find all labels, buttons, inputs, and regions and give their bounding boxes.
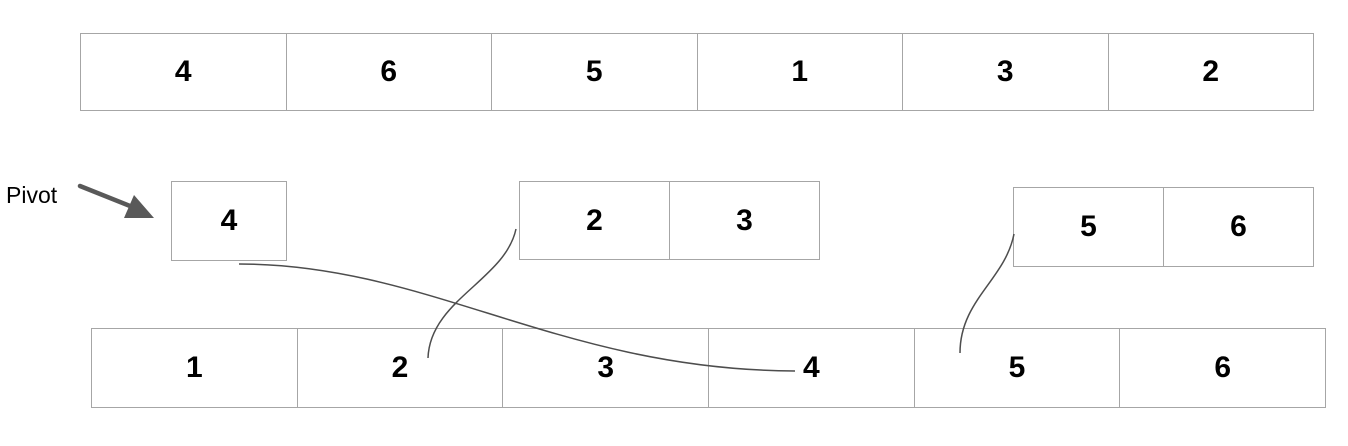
connector-left-to-sorted: [427, 228, 517, 359]
array-cell: 5: [915, 329, 1121, 407]
pivot-cell: 4: [220, 204, 238, 237]
arrow-shaft: [77, 183, 138, 211]
array-cell: 2: [1202, 55, 1220, 88]
array-cell: 3: [503, 329, 710, 407]
pivot-label: Pivot: [6, 182, 58, 208]
array-cell: 1: [92, 329, 298, 407]
partition-cell: 2: [520, 182, 670, 259]
array-cell: 4: [81, 34, 287, 110]
pivot-box: 4: [171, 181, 287, 261]
pivot-arrow: [77, 183, 154, 218]
array-cell: 2: [298, 329, 504, 407]
partition-cell: 6: [1230, 210, 1247, 243]
array-cell: 6: [1214, 351, 1232, 384]
array-cell: 6: [287, 34, 492, 110]
array-cell: 5: [492, 34, 698, 110]
connector-pivot-to-sorted: [238, 263, 796, 372]
array-cell: 1: [698, 34, 903, 110]
array-cell: 4: [709, 329, 915, 407]
partition-cell: 5: [1014, 188, 1164, 266]
right-partition: 5 6: [1013, 187, 1314, 267]
left-partition: 2 3: [519, 181, 820, 260]
connector-right-to-sorted: [959, 233, 1015, 354]
sorted-array: 1 2 3 4 5 6: [91, 328, 1326, 408]
partition-cell: 3: [736, 203, 753, 237]
array-cell: 3: [903, 34, 1109, 110]
arrow-head-icon: [124, 195, 154, 218]
original-array: 4 6 5 1 3 2: [80, 33, 1314, 111]
